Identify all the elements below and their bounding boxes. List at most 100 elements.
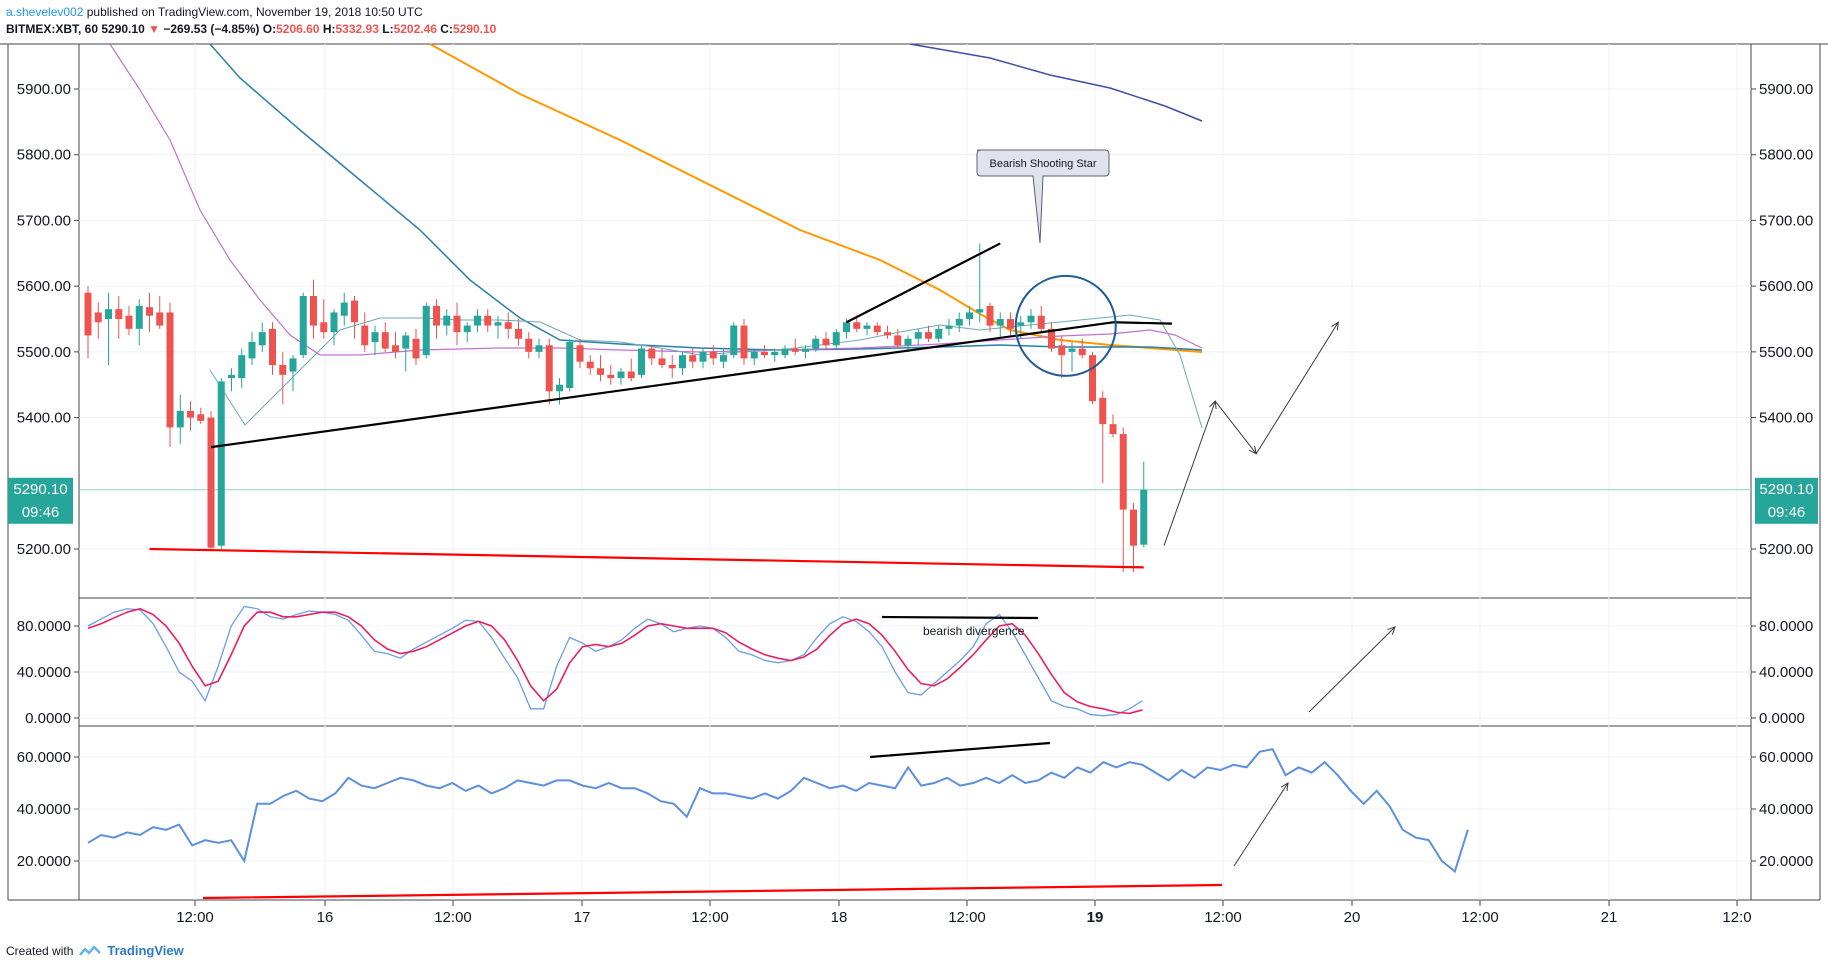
rsi-line: [87, 748, 1469, 874]
candle-body: [115, 309, 123, 319]
candle-body: [955, 319, 963, 326]
candle-body: [545, 345, 553, 392]
candle-body: [925, 332, 932, 339]
candle-body: [627, 371, 635, 379]
candle-body: [873, 325, 881, 333]
candle-body: [597, 368, 604, 375]
candle-body: [443, 315, 451, 326]
highlight-circle: [1014, 274, 1117, 377]
price-axis-tick-label-right: 5800.00: [1759, 147, 1813, 164]
candle-body: [238, 355, 246, 379]
x-tick-label: 16: [317, 909, 334, 926]
trend-line-rising-wedge-top: [845, 242, 1001, 324]
price-axis-tick-label-right: 5400.00: [1759, 410, 1813, 427]
rsi-axis-tick-label-right: 60.0000: [1759, 749, 1813, 766]
rsi-axis-tick-label-left: 20.0000: [17, 853, 71, 870]
candle-body: [607, 374, 615, 379]
candle-body: [976, 309, 984, 313]
candle-body: [279, 365, 287, 375]
candle-body: [761, 351, 768, 356]
price-badge-value-right: 5290.10: [1759, 481, 1813, 498]
high-value: 5332.93: [335, 22, 379, 36]
rsi-axis-tick-label-right: 20.0000: [1759, 853, 1813, 870]
candle-body: [402, 335, 410, 349]
candle-body: [320, 322, 328, 333]
candle-body: [556, 384, 563, 392]
candle-body: [791, 348, 799, 352]
candle-body: [207, 417, 215, 548]
candle-body: [802, 348, 809, 352]
candle-body: [730, 325, 738, 356]
candle-body: [699, 351, 707, 362]
candle-body: [1027, 315, 1035, 323]
ma-navy-line: [909, 43, 1203, 122]
chart-attribution: a.shevelev002 published on TradingView.c…: [6, 5, 423, 19]
candle-body: [668, 365, 676, 369]
x-tick-label: 12:00: [176, 909, 214, 926]
projection-arrow-up-2: [1255, 322, 1339, 454]
candle-body: [371, 332, 379, 342]
price-axis-tick-label-left: 5500.00: [17, 344, 71, 361]
price-axis-tick-label-left: 5400.00: [17, 410, 71, 427]
rsi-axis-tick-label-right: 40.0000: [1759, 801, 1813, 818]
candle-body: [166, 312, 174, 428]
candle-body: [535, 345, 543, 352]
candle-body: [884, 332, 891, 336]
ma-purple-line: [109, 43, 1203, 356]
candle-body: [1140, 489, 1148, 545]
candle-body: [504, 322, 512, 329]
candle-body: [135, 305, 143, 329]
trend-line-horizontal-support: [149, 547, 1144, 569]
x-tick-label: 12:0: [1722, 909, 1751, 926]
candle-body: [812, 338, 820, 349]
candle-body: [853, 322, 861, 329]
candle-body: [176, 411, 184, 428]
candle-body: [843, 322, 850, 333]
price-badge: [1755, 477, 1818, 524]
candle-body: [361, 325, 369, 346]
author-link[interactable]: a.shevelev002: [6, 5, 84, 19]
candle-body: [771, 351, 779, 356]
last-price: 5290.10: [101, 22, 145, 36]
candle-body: [566, 342, 574, 388]
candle-body: [822, 338, 830, 346]
rsi-support-line: [202, 883, 1223, 900]
candle-body: [648, 348, 656, 359]
price-axis-tick-label-right: 5600.00: [1759, 278, 1813, 295]
candle-body: [720, 355, 727, 362]
price-axis-tick-label-left: 5600.00: [17, 278, 71, 295]
ma-fast-line: [209, 314, 1203, 429]
symbol-label: BITMEX:XBT, 60: [6, 22, 99, 36]
candle-body: [412, 338, 420, 359]
stoch-projection-arrow-head: [1387, 626, 1396, 635]
candle-body: [914, 332, 922, 339]
price-axis-tick-label-right: 5200.00: [1759, 541, 1813, 558]
price-badge-value-left: 5290.10: [13, 481, 67, 498]
candle-body: [146, 307, 153, 316]
footer: Created with TradingView: [6, 943, 184, 958]
candle-body: [105, 309, 112, 319]
candle-body: [1078, 348, 1086, 356]
candle-body: [94, 312, 102, 323]
x-tick-label: 12:00: [948, 909, 986, 926]
price-change: −269.53 (−4.85%): [163, 22, 260, 36]
candle-body: [966, 312, 973, 319]
candle-body: [689, 355, 697, 362]
candle-body: [269, 328, 276, 365]
candle-body: [299, 296, 307, 356]
price-axis-tick-label-right: 5700.00: [1759, 212, 1813, 229]
candle-body: [351, 300, 358, 323]
stoch-axis-tick-label-right: 0.0000: [1759, 710, 1805, 727]
tradingview-brand[interactable]: TradingView: [107, 943, 184, 958]
candle-body: [156, 312, 164, 326]
callout-bubble: [976, 149, 1110, 244]
low-value: 5202.46: [393, 22, 437, 36]
tradingview-logo-icon: [79, 945, 102, 956]
stoch-projection-arrow: [1308, 626, 1396, 713]
x-tick-label: 21: [1601, 909, 1618, 926]
candle-body: [1048, 328, 1055, 349]
candle-body: [484, 315, 492, 326]
candle-body: [392, 345, 399, 352]
high-label: H:: [322, 22, 336, 36]
